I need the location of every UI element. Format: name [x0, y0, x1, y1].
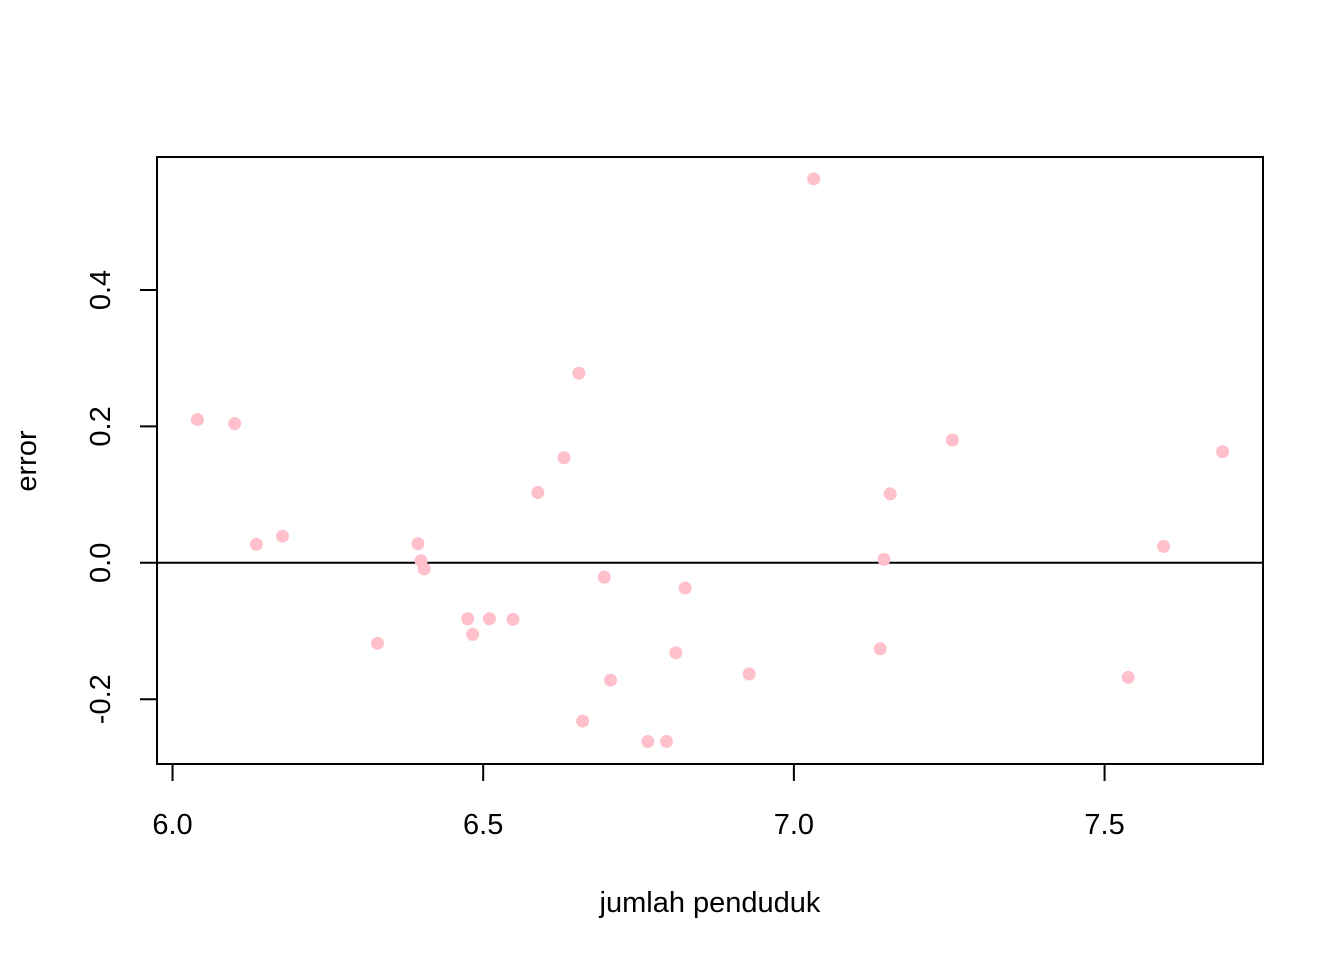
data-point — [883, 487, 897, 501]
data-point — [572, 366, 586, 380]
x-tick-label: 7.0 — [774, 809, 814, 841]
data-point — [604, 673, 618, 687]
data-point — [1157, 539, 1171, 553]
data-point — [678, 581, 692, 595]
data-point — [873, 642, 887, 656]
data-point — [641, 734, 655, 748]
data-point — [660, 734, 674, 748]
data-point — [371, 636, 385, 650]
data-point — [190, 413, 204, 427]
data-point — [877, 552, 891, 566]
x-axis: 6.0 6.5 7.0 7.5 — [152, 763, 1125, 841]
data-point — [506, 612, 520, 626]
data-point — [597, 570, 611, 584]
y-tick-label: -0.2 — [85, 674, 117, 724]
data-point — [576, 714, 590, 728]
data-point — [557, 451, 571, 465]
x-tick-label: 6.0 — [152, 809, 192, 841]
y-axis: -0.2 0.0 0.2 0.4 — [85, 270, 158, 724]
data-point — [249, 537, 263, 551]
data-point — [742, 667, 756, 681]
y-tick-label: 0.2 — [85, 406, 117, 446]
data-point — [945, 433, 959, 447]
data-point — [228, 417, 242, 431]
data-point — [1121, 670, 1135, 684]
x-tick-label: 7.5 — [1084, 809, 1124, 841]
y-tick-label: 0.0 — [85, 543, 117, 583]
data-point — [807, 172, 821, 186]
data-point — [531, 486, 545, 500]
data-point — [466, 627, 480, 641]
data-point — [411, 537, 425, 551]
x-tick-label: 6.5 — [463, 809, 503, 841]
data-point — [276, 529, 290, 543]
data-point — [461, 612, 475, 626]
plot-area-frame — [156, 156, 1264, 765]
data-point — [669, 646, 683, 660]
y-axis-title: error — [11, 430, 43, 492]
y-tick-label: 0.4 — [85, 270, 117, 310]
x-axis-title: jumlah penduduk — [599, 887, 821, 919]
data-point — [417, 562, 431, 576]
data-points — [190, 172, 1230, 748]
data-point — [1216, 445, 1230, 459]
data-point — [482, 612, 496, 626]
